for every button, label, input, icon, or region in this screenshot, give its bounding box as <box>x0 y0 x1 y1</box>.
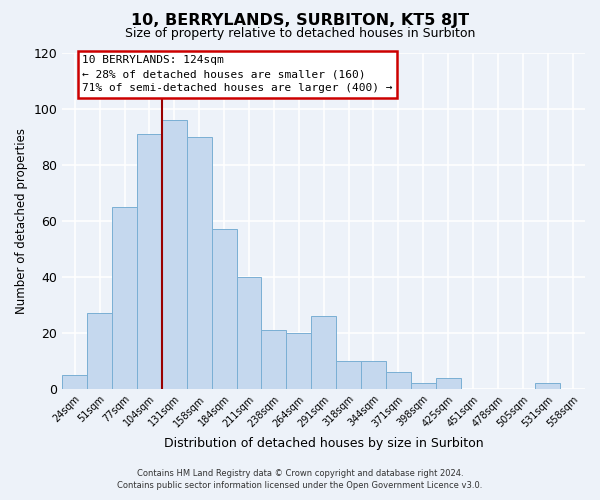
Bar <box>336 361 361 389</box>
Bar <box>411 384 436 389</box>
Bar <box>286 333 311 389</box>
Bar <box>361 361 386 389</box>
Bar <box>436 378 461 389</box>
Bar <box>262 330 286 389</box>
Bar <box>535 384 560 389</box>
Bar <box>187 136 212 389</box>
Y-axis label: Number of detached properties: Number of detached properties <box>15 128 28 314</box>
Bar <box>311 316 336 389</box>
X-axis label: Distribution of detached houses by size in Surbiton: Distribution of detached houses by size … <box>164 437 484 450</box>
Bar <box>137 134 162 389</box>
Bar <box>236 277 262 389</box>
Text: Size of property relative to detached houses in Surbiton: Size of property relative to detached ho… <box>125 28 475 40</box>
Bar <box>62 375 87 389</box>
Bar <box>162 120 187 389</box>
Text: 10, BERRYLANDS, SURBITON, KT5 8JT: 10, BERRYLANDS, SURBITON, KT5 8JT <box>131 12 469 28</box>
Bar <box>386 372 411 389</box>
Text: Contains HM Land Registry data © Crown copyright and database right 2024.
Contai: Contains HM Land Registry data © Crown c… <box>118 468 482 490</box>
Text: 10 BERRYLANDS: 124sqm
← 28% of detached houses are smaller (160)
71% of semi-det: 10 BERRYLANDS: 124sqm ← 28% of detached … <box>82 56 393 94</box>
Bar <box>212 229 236 389</box>
Bar <box>87 313 112 389</box>
Bar <box>112 206 137 389</box>
